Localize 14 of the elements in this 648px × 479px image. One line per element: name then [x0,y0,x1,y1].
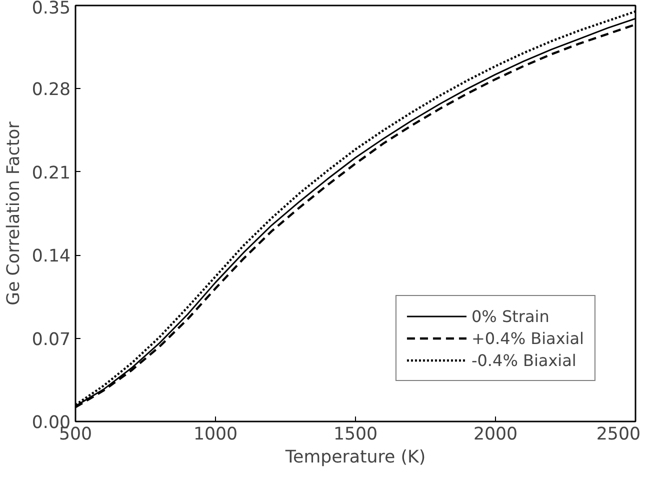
y-tick-label: 0.28 [32,80,71,100]
y-axis-title: Ge Correlation Factor [4,120,24,306]
x-tick-label: 2500 [596,424,641,444]
legend-label: 0% Strain [471,306,550,326]
x-axis-title: Temperature (K) [284,448,426,468]
x-tick-label: 1000 [193,424,238,444]
y-tick-label: 0.07 [32,330,71,350]
legend-label: +0.4% Biaxial [471,328,584,348]
legend-label: -0.4% Biaxial [471,350,576,370]
y-tick-label: 0.35 [32,0,71,18]
y-tick-label: 0.14 [32,246,71,267]
y-tick-label: 0.21 [32,163,71,184]
x-tick-label: 1500 [333,424,378,444]
x-tick-label: 2000 [473,424,518,444]
